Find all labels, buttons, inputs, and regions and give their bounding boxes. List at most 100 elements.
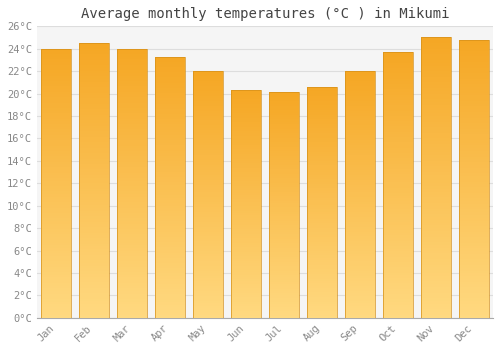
Bar bbox=[345, 125, 375, 128]
Bar bbox=[459, 234, 489, 237]
Bar bbox=[459, 123, 489, 126]
Bar bbox=[459, 137, 489, 140]
Bar bbox=[117, 146, 146, 148]
Bar bbox=[383, 150, 413, 153]
Bar bbox=[459, 232, 489, 235]
Bar bbox=[421, 96, 451, 99]
Bar bbox=[345, 170, 375, 172]
Bar bbox=[421, 40, 451, 43]
Bar bbox=[345, 308, 375, 310]
Bar bbox=[155, 135, 184, 138]
Bar bbox=[345, 81, 375, 83]
Bar bbox=[345, 162, 375, 165]
Bar bbox=[345, 209, 375, 212]
Bar bbox=[155, 88, 184, 91]
Bar bbox=[79, 216, 108, 219]
Bar bbox=[383, 71, 413, 74]
Bar bbox=[421, 133, 451, 135]
Bar bbox=[421, 135, 451, 139]
Bar bbox=[231, 222, 260, 224]
Bar bbox=[307, 274, 337, 276]
Bar bbox=[117, 229, 146, 232]
Bar bbox=[231, 159, 260, 161]
Bar bbox=[383, 84, 413, 87]
Bar bbox=[345, 86, 375, 89]
Bar bbox=[269, 158, 299, 160]
Bar bbox=[231, 281, 260, 284]
Bar bbox=[307, 198, 337, 200]
Bar bbox=[155, 67, 184, 70]
Bar bbox=[269, 153, 299, 155]
Bar bbox=[383, 249, 413, 251]
Bar bbox=[307, 202, 337, 205]
Bar bbox=[41, 307, 70, 310]
Bar bbox=[383, 254, 413, 257]
Bar bbox=[421, 49, 451, 51]
Bar bbox=[117, 240, 146, 243]
Bar bbox=[345, 108, 375, 111]
Bar bbox=[269, 194, 299, 196]
Bar bbox=[231, 275, 260, 277]
Bar bbox=[41, 191, 70, 194]
Bar bbox=[307, 156, 337, 159]
Bar bbox=[41, 175, 70, 178]
Bar bbox=[383, 206, 413, 209]
Bar bbox=[307, 270, 337, 272]
Bar bbox=[345, 128, 375, 130]
Bar bbox=[269, 187, 299, 189]
Bar bbox=[269, 178, 299, 180]
Bar bbox=[383, 164, 413, 166]
Bar bbox=[421, 99, 451, 102]
Bar bbox=[79, 211, 108, 214]
Bar bbox=[117, 264, 146, 267]
Bar bbox=[421, 43, 451, 46]
Bar bbox=[155, 190, 184, 193]
Bar bbox=[231, 254, 260, 257]
Bar bbox=[155, 198, 184, 200]
Bar bbox=[41, 229, 70, 232]
Bar bbox=[307, 152, 337, 154]
Bar bbox=[231, 224, 260, 227]
Bar bbox=[345, 224, 375, 226]
Bar bbox=[345, 101, 375, 103]
Bar bbox=[269, 214, 299, 216]
Bar bbox=[269, 234, 299, 237]
Bar bbox=[383, 236, 413, 238]
Bar bbox=[269, 246, 299, 248]
Bar bbox=[307, 145, 337, 147]
Bar bbox=[307, 311, 337, 313]
Bar bbox=[383, 299, 413, 302]
Bar bbox=[155, 75, 184, 77]
Bar bbox=[459, 87, 489, 90]
Bar bbox=[307, 163, 337, 166]
Bar bbox=[345, 71, 375, 74]
Bar bbox=[421, 68, 451, 71]
Bar bbox=[269, 97, 299, 99]
Bar bbox=[307, 117, 337, 119]
Bar bbox=[383, 296, 413, 299]
Bar bbox=[79, 161, 108, 164]
Bar bbox=[155, 138, 184, 140]
Bar bbox=[231, 234, 260, 236]
Bar bbox=[307, 304, 337, 306]
Bar bbox=[421, 267, 451, 270]
Bar bbox=[307, 297, 337, 299]
Bar bbox=[231, 213, 260, 215]
Bar bbox=[307, 170, 337, 172]
Bar bbox=[459, 118, 489, 120]
Bar bbox=[421, 231, 451, 234]
Bar bbox=[421, 223, 451, 225]
Bar bbox=[307, 244, 337, 246]
Bar bbox=[117, 156, 146, 159]
Bar bbox=[459, 65, 489, 68]
Bar bbox=[269, 111, 299, 113]
Bar bbox=[307, 175, 337, 177]
Bar bbox=[383, 65, 413, 68]
Bar bbox=[155, 214, 184, 216]
Bar bbox=[79, 285, 108, 288]
Bar bbox=[41, 135, 70, 138]
Bar bbox=[231, 236, 260, 238]
Bar bbox=[345, 254, 375, 256]
Bar bbox=[41, 264, 70, 267]
Bar bbox=[383, 185, 413, 188]
